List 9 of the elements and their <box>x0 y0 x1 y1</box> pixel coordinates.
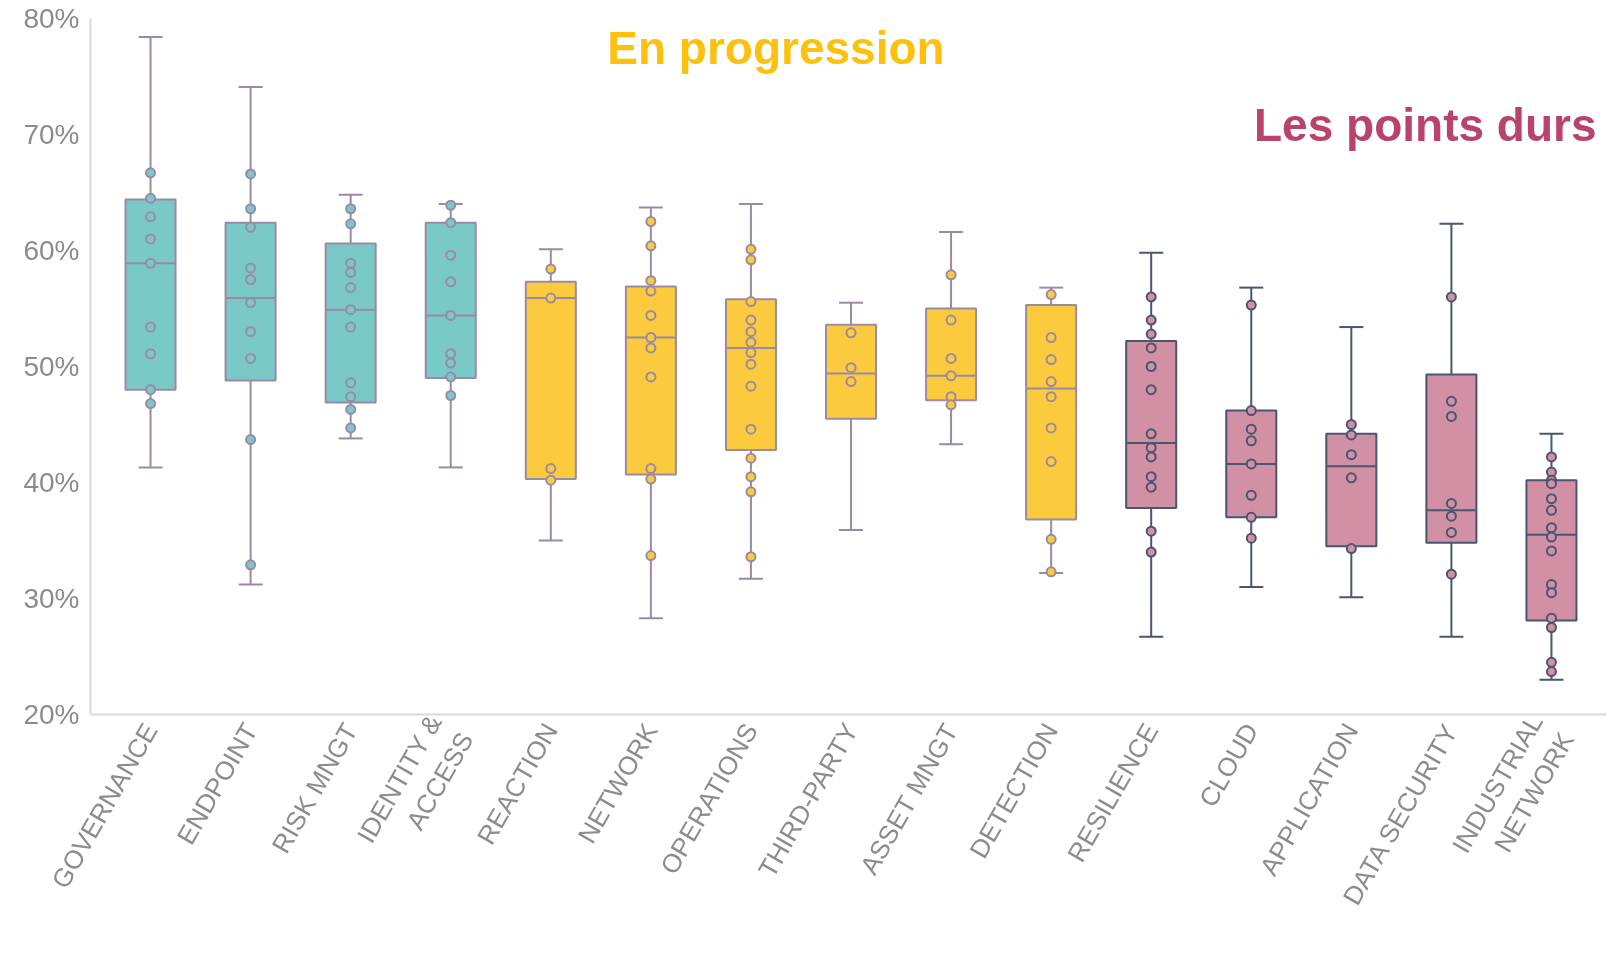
y-tick-label: 30% <box>23 583 80 614</box>
y-tick-label: 20% <box>23 699 80 730</box>
y-tick-label: 40% <box>23 467 80 498</box>
y-tick-label: 80% <box>23 3 80 34</box>
y-tick-label: 50% <box>23 351 80 382</box>
y-tick-label: 70% <box>23 119 80 150</box>
annotation: Les points durs <box>1254 99 1597 152</box>
y-tick-label: 60% <box>23 235 80 266</box>
annotation: En progression <box>607 21 945 74</box>
